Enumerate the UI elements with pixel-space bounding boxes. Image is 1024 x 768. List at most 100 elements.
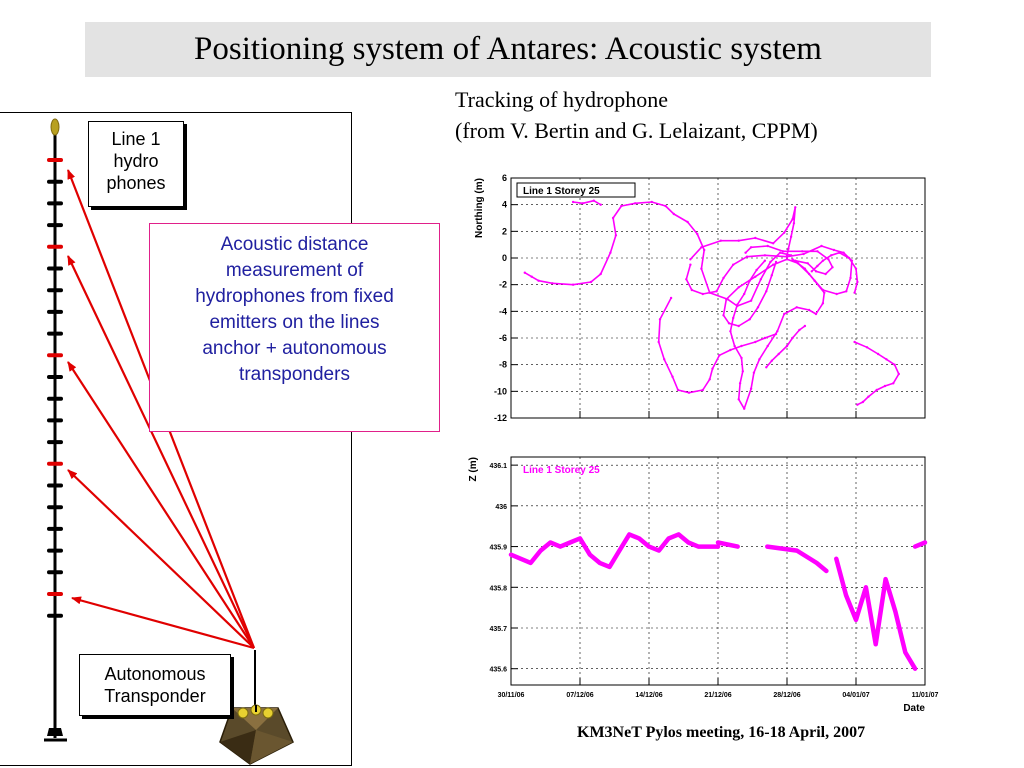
data-point <box>892 382 895 385</box>
x-tick-label: 28/12/06 <box>773 692 800 699</box>
data-point <box>571 283 575 286</box>
data-point <box>856 403 859 406</box>
data-point <box>769 260 772 264</box>
x-tick-label: 14/12/06 <box>635 692 662 699</box>
data-point <box>676 388 680 392</box>
data-point <box>794 259 797 262</box>
data-point <box>568 540 572 545</box>
y-tick-label: -12 <box>494 413 507 422</box>
data-point <box>776 330 779 333</box>
data-point <box>864 585 868 589</box>
data-point <box>861 400 865 404</box>
line-buoy <box>50 118 60 136</box>
data-point <box>765 545 769 549</box>
data-series-trace <box>715 540 740 549</box>
data-point <box>539 549 543 553</box>
data-point <box>772 263 775 266</box>
data-point <box>740 356 743 360</box>
data-series-trace <box>765 544 829 574</box>
data-point <box>856 280 859 284</box>
data-point <box>696 545 700 549</box>
data-point <box>599 272 602 276</box>
x-tick-label: 07/12/06 <box>566 692 593 699</box>
data-point <box>854 618 858 622</box>
data-point <box>690 288 693 292</box>
acoustic-text-line: measurement of <box>225 260 364 281</box>
data-point <box>913 667 917 671</box>
hydrophone-nodes <box>47 158 63 618</box>
data-point <box>725 298 728 301</box>
data-point <box>765 290 768 293</box>
data-point <box>696 232 699 236</box>
data-point <box>614 234 618 237</box>
data-point <box>748 279 751 282</box>
data-point <box>795 306 798 309</box>
data-point <box>608 565 612 569</box>
transponder-icon <box>219 704 294 765</box>
data-point <box>743 407 746 410</box>
data-point <box>700 267 703 270</box>
data-point <box>810 270 813 273</box>
data-point <box>832 248 836 252</box>
data-series-trace <box>744 245 834 275</box>
line1-label-part: Line 1 <box>111 129 161 149</box>
title-bar: Positioning system of Antares: Acoustic … <box>85 22 931 77</box>
acoustic-arrow <box>71 596 255 650</box>
data-point <box>758 358 761 361</box>
data-point <box>537 279 540 282</box>
data-point <box>737 398 740 401</box>
data-point <box>820 244 823 248</box>
data-point <box>795 549 799 553</box>
footer-meeting: KM3NeT Pylos meeting, 16-18 April, 2007 <box>577 724 866 741</box>
data-point <box>737 324 740 328</box>
data-point <box>578 536 582 540</box>
data-point <box>806 262 809 265</box>
data-point <box>558 545 562 549</box>
data-point <box>706 545 710 549</box>
data-point <box>913 545 917 549</box>
data-point <box>798 328 801 332</box>
data-point <box>847 256 851 260</box>
x-axis-label: Date <box>903 703 925 714</box>
data-point <box>716 545 720 549</box>
data-point <box>807 308 811 312</box>
data-point <box>789 235 793 238</box>
data-point <box>766 344 769 348</box>
data-point <box>530 275 533 278</box>
acoustic-arrow <box>67 361 255 649</box>
data-point <box>716 540 720 545</box>
data-point <box>663 358 666 361</box>
data-point <box>815 561 819 565</box>
data-point <box>816 264 819 268</box>
transponder-label-part: Autonomous <box>104 664 206 684</box>
data-point <box>785 258 789 261</box>
line-anchor <box>47 728 63 736</box>
line1-hydrophones-label: Line 1 hydro phones <box>88 121 184 207</box>
data-point <box>722 276 725 280</box>
y-tick-label: -2 <box>499 280 507 290</box>
data-point <box>787 247 790 250</box>
data-point <box>885 358 888 361</box>
data-point <box>838 251 841 254</box>
line1-label-part: hydro <box>113 151 159 171</box>
data-point <box>664 204 667 208</box>
data-point <box>729 330 732 333</box>
data-point <box>844 593 848 597</box>
data-point <box>791 218 794 221</box>
z-date-plot: 30/11/06 07/12/06 14/12/06 21/12/06 28/12/06… <box>456 427 948 723</box>
data-point <box>778 251 782 254</box>
data-point <box>598 561 602 565</box>
data-point <box>831 266 834 269</box>
data-point <box>687 391 691 394</box>
data-point <box>792 222 796 225</box>
plot-frame <box>510 456 926 686</box>
data-point <box>685 278 688 281</box>
data-point <box>592 199 595 202</box>
data-point <box>824 569 828 573</box>
data-point <box>821 259 825 262</box>
data-point <box>686 220 689 224</box>
data-point <box>647 545 651 549</box>
data-point <box>801 250 804 253</box>
data-point <box>874 642 878 646</box>
legend-box <box>516 182 636 198</box>
